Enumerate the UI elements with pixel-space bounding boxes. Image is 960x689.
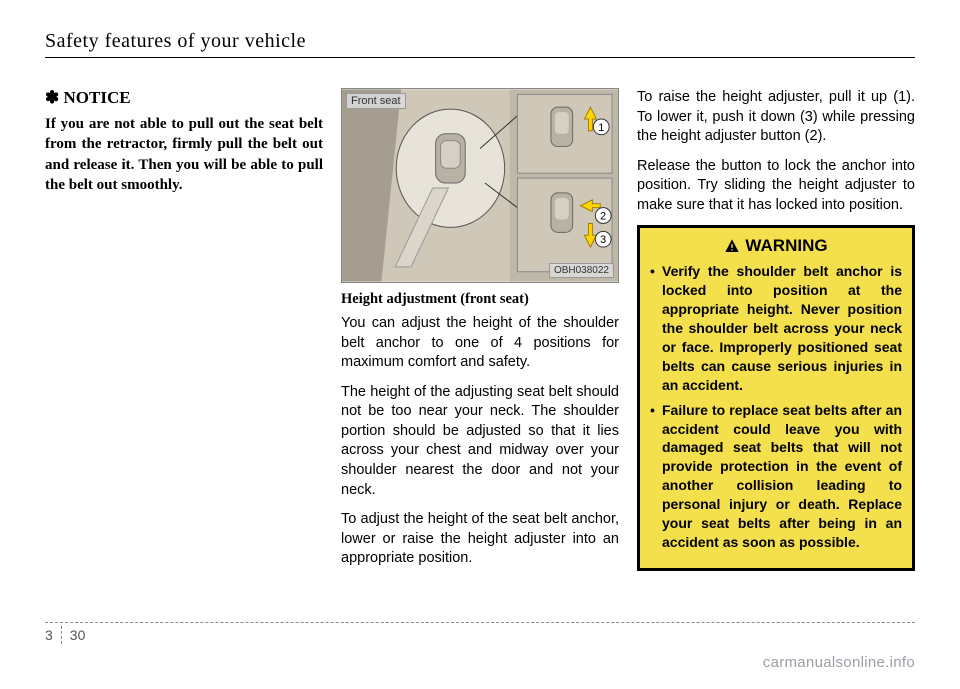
notice-text: If you are not able to pull out the seat… [45,114,323,195]
header-rule [45,57,915,58]
header: Safety features of your vehicle [45,30,915,58]
svg-text:3: 3 [600,234,606,246]
col2-p1: You can adjust the height of the shoulde… [341,314,619,373]
notice-heading: ✽ NOTICE [45,88,323,108]
col3-p1: To raise the height adjuster, pull it up… [637,88,915,147]
chapter-number: 3 [45,627,53,643]
figure-label-front-seat: Front seat [346,93,406,109]
warning-list: Verify the shoulder belt anchor is locke… [650,262,902,551]
col2-p2: The height of the adjusting seat belt sh… [341,383,619,500]
col3-p2: Release the button to lock the anchor in… [637,157,915,216]
manual-page: Safety features of your vehicle ✽ NOTICE… [0,0,960,689]
watermark: carmanualsonline.info [763,654,915,671]
notice-symbol: ✽ [45,88,59,107]
warning-item: Failure to replace seat belts after an a… [650,401,902,552]
warning-title: WARNING [745,236,827,256]
warning-box: WARNING Verify the shoulder belt anchor … [637,225,915,570]
svg-text:2: 2 [600,211,606,223]
footer: 3 30 [45,622,915,644]
col2-p3: To adjust the height of the seat belt an… [341,510,619,569]
svg-text:1: 1 [598,122,604,134]
page-title: Safety features of your vehicle [45,30,915,57]
notice-label: NOTICE [64,88,131,107]
warning-header: WARNING [650,236,902,256]
content-columns: ✽ NOTICE If you are not able to pull out… [45,88,915,579]
warning-triangle-icon [724,238,740,254]
figure-label-code: OBH038022 [549,263,614,278]
figure-svg: 1 2 3 [342,89,618,282]
figure-seatbelt-adjuster: 1 2 3 Front seat OBH038022 [341,88,619,283]
page-number: 30 [70,627,86,643]
figure-caption: Height adjustment (front seat) [341,291,619,308]
column-2: 1 2 3 Front seat OBH038022 Heigh [341,88,619,579]
warning-item: Verify the shoulder belt anchor is locke… [650,262,902,394]
footer-separator [61,626,62,644]
column-1: ✽ NOTICE If you are not able to pull out… [45,88,323,579]
column-3: To raise the height adjuster, pull it up… [637,88,915,579]
